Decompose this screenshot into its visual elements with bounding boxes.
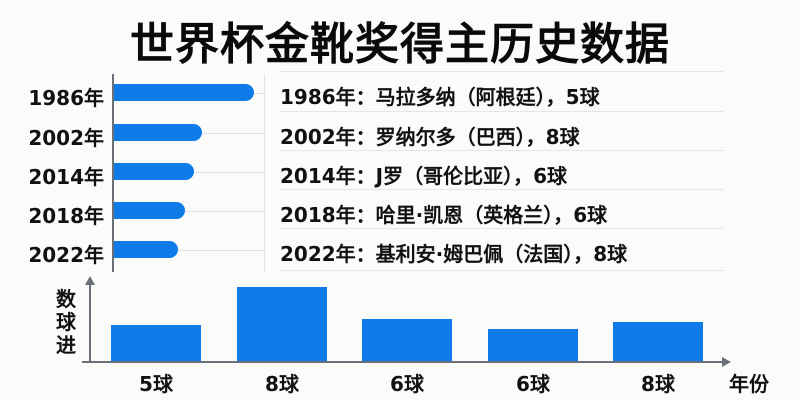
horizontal-bar [114, 202, 185, 219]
x-axis-title: 年份 [729, 372, 769, 396]
winner-description: 2002年：罗纳尔多（巴西），8球 [280, 125, 580, 149]
row-separator [280, 228, 724, 229]
winner-description: 2014年：J罗（哥伦比亚），6球 [280, 164, 568, 188]
row-separator [280, 189, 724, 190]
row-separator [280, 270, 724, 271]
year-label: 1986年 [28, 86, 104, 110]
horizontal-bar [114, 241, 178, 258]
row-separator [280, 150, 724, 151]
top-chart-bottom [0, 270, 800, 272]
chart-title: 世界杯金靴奖得主历史数据 [130, 19, 670, 70]
x-axis [82, 361, 724, 363]
top-chart-right-gridline [264, 74, 265, 272]
gridline [114, 250, 264, 251]
vertical-bar [488, 329, 578, 362]
row-separator [280, 111, 724, 112]
y-axis-title-char: 进 [56, 333, 76, 357]
top-chart-row: 2002年 2002年：罗纳尔多（巴西），8球 [0, 111, 800, 154]
x-axis-arrow-icon [722, 357, 731, 367]
gridline [114, 211, 264, 212]
winner-description: 1986年：马拉多纳（阿根廷），5球 [280, 85, 600, 109]
top-chart-y-axis [112, 74, 114, 272]
top-chart-row: 1986年 1986年：马拉多纳（阿根廷），5球 [0, 71, 800, 114]
y-axis-title: 数 球 进 [54, 288, 78, 357]
y-axis-title-char: 球 [56, 310, 76, 334]
year-label: 2022年 [28, 243, 104, 267]
x-tick-label: 8球 [641, 372, 675, 396]
vertical-bar [362, 319, 452, 362]
top-chart-row: 2022年 2022年：基利安·姆巴佩（法国），8球 [0, 228, 800, 271]
vertical-bar [237, 287, 327, 362]
x-tick-label: 6球 [516, 372, 550, 396]
winner-description: 2022年：基利安·姆巴佩（法国），8球 [280, 242, 628, 266]
x-tick-label: 5球 [139, 372, 173, 396]
horizontal-bar [114, 124, 202, 141]
x-tick-label: 8球 [265, 372, 299, 396]
y-axis-title-char: 数 [56, 287, 76, 311]
year-label: 2002年 [28, 126, 104, 150]
winner-description: 2018年：哈里·凯恩（英格兰），6球 [280, 203, 608, 227]
x-tick-label: 6球 [390, 372, 424, 396]
y-axis [89, 282, 91, 362]
vertical-bar [613, 322, 703, 362]
row-separator [280, 71, 724, 72]
horizontal-bar [114, 84, 254, 101]
top-chart-row: 2018年 2018年：哈里·凯恩（英格兰），6球 [0, 189, 800, 232]
vertical-bar [111, 325, 201, 362]
year-label: 2018年 [28, 204, 104, 228]
y-axis-arrow-icon [85, 276, 95, 285]
horizontal-bar [114, 163, 194, 180]
top-chart-row: 2014年 2014年：J罗（哥伦比亚），6球 [0, 150, 800, 193]
year-label: 2014年 [28, 165, 104, 189]
